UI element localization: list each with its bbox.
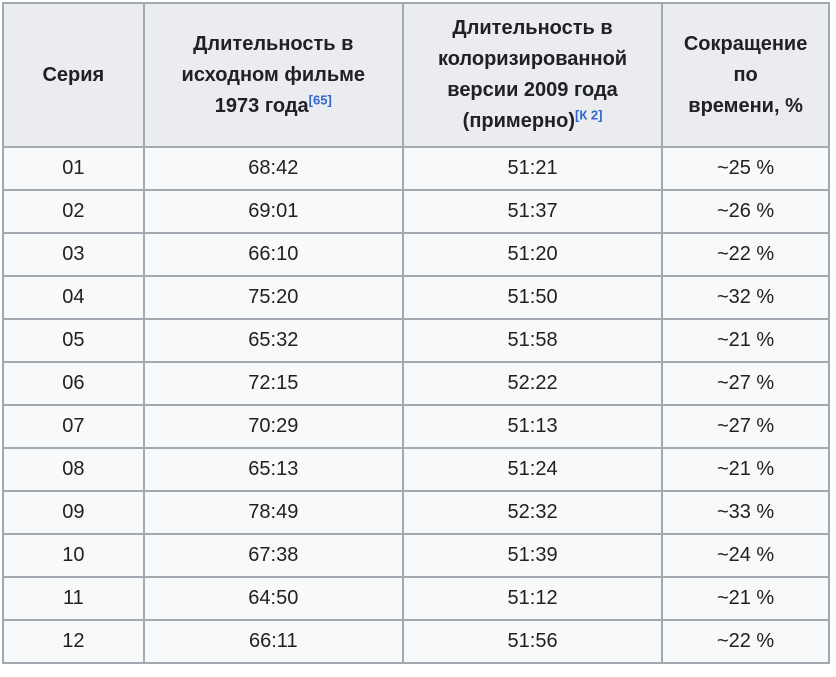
cell-series: 02: [2, 189, 145, 234]
table-row: 03 66:10 51:20 ~22 %: [2, 232, 830, 277]
cell-colorized-duration: 52:22: [401, 361, 664, 406]
cell-time-reduction: ~27 %: [661, 361, 830, 406]
footnote-ref-65-link[interactable]: [65]: [308, 91, 332, 107]
cell-time-reduction: ~24 %: [661, 533, 830, 578]
cell-original-duration: 78:49: [142, 490, 404, 535]
header-line: (примерно)[К 2]: [410, 106, 655, 137]
episodes-duration-table: Серия Длительность в исходном фильме 197…: [2, 2, 830, 664]
table-row: 09 78:49 52:32 ~33 %: [2, 490, 830, 535]
cell-colorized-duration: 51:24: [401, 447, 664, 492]
cell-original-duration: 64:50: [142, 576, 404, 621]
cell-series: 06: [2, 361, 145, 406]
table-row: 10 67:38 51:39 ~24 %: [2, 533, 830, 578]
cell-colorized-duration: 51:20: [401, 232, 664, 277]
cell-series: 10: [2, 533, 145, 578]
header-line: Сокращение: [683, 32, 808, 55]
table-row: 08 65:13 51:24 ~21 %: [2, 447, 830, 492]
cell-series: 12: [2, 619, 145, 664]
table-row: 11 64:50 51:12 ~21 %: [2, 576, 830, 621]
cell-series: 04: [2, 275, 145, 320]
cell-time-reduction: ~21 %: [661, 576, 830, 621]
cell-original-duration: 66:11: [142, 619, 404, 664]
cell-time-reduction: ~32 %: [661, 275, 830, 320]
header-line: по: [733, 63, 758, 86]
cell-colorized-duration: 51:58: [401, 318, 664, 363]
header-line: Длительность в: [193, 32, 354, 55]
table-row: 06 72:15 52:22 ~27 %: [2, 361, 830, 406]
header-line: версии 2009 года: [447, 79, 618, 101]
cell-original-duration: 67:38: [142, 533, 404, 578]
cell-series: 11: [2, 576, 145, 621]
column-header-series: Серия: [2, 2, 145, 148]
cell-series: 03: [2, 232, 145, 277]
table-row: 12 66:11 51:56 ~22 %: [2, 619, 830, 664]
cell-series: 09: [2, 490, 145, 535]
header-line-text: 1973 года: [214, 94, 309, 117]
cell-original-duration: 68:42: [142, 146, 404, 191]
cell-series: 01: [2, 146, 145, 191]
cell-time-reduction: ~26 %: [661, 189, 830, 234]
cell-colorized-duration: 51:56: [401, 619, 664, 664]
cell-colorized-duration: 51:39: [401, 533, 664, 578]
cell-colorized-duration: 51:21: [401, 146, 664, 191]
cell-time-reduction: ~33 %: [661, 490, 830, 535]
cell-time-reduction: ~27 %: [661, 404, 830, 449]
column-header-colorized-duration: Длительность в колоризированной версии 2…: [401, 2, 664, 148]
column-header-original-duration: Длительность в исходном фильме 1973 года…: [142, 2, 404, 148]
cell-original-duration: 65:32: [142, 318, 404, 363]
table-row: 05 65:32 51:58 ~21 %: [2, 318, 830, 363]
header-line: времени, %: [688, 94, 803, 117]
cell-original-duration: 75:20: [142, 275, 404, 320]
cell-original-duration: 69:01: [142, 189, 404, 234]
cell-time-reduction: ~21 %: [661, 447, 830, 492]
cell-original-duration: 70:29: [142, 404, 404, 449]
cell-colorized-duration: 51:12: [401, 576, 664, 621]
table-row: 04 75:20 51:50 ~32 %: [2, 275, 830, 320]
header-line-text: (примерно): [462, 110, 575, 132]
table-row: 02 69:01 51:37 ~26 %: [2, 189, 830, 234]
cell-time-reduction: ~21 %: [661, 318, 830, 363]
header-line: колоризированной: [437, 48, 628, 70]
cell-colorized-duration: 51:50: [401, 275, 664, 320]
column-header-time-reduction: Сокращение по времени, %: [661, 2, 830, 148]
cell-original-duration: 66:10: [142, 232, 404, 277]
table-body: 01 68:42 51:21 ~25 % 02 69:01 51:37 ~26 …: [2, 146, 830, 664]
cell-series: 05: [2, 318, 145, 363]
table-row: 01 68:42 51:21 ~25 %: [2, 146, 830, 191]
header-line: исходном фильме: [181, 63, 366, 86]
table-row: 07 70:29 51:13 ~27 %: [2, 404, 830, 449]
cell-colorized-duration: 51:13: [401, 404, 664, 449]
cell-original-duration: 65:13: [142, 447, 404, 492]
header-line: 1973 года[65]: [151, 91, 396, 122]
cell-original-duration: 72:15: [142, 361, 404, 406]
cell-series: 07: [2, 404, 145, 449]
column-header-series-label: Серия: [42, 63, 105, 86]
footnote-ref-k2-link[interactable]: [К 2]: [575, 107, 603, 123]
cell-colorized-duration: 52:32: [401, 490, 664, 535]
header-line: Длительность в: [452, 17, 613, 39]
cell-time-reduction: ~22 %: [661, 232, 830, 277]
header-row: Серия Длительность в исходном фильме 197…: [2, 2, 830, 148]
cell-time-reduction: ~22 %: [661, 619, 830, 664]
cell-time-reduction: ~25 %: [661, 146, 830, 191]
cell-series: 08: [2, 447, 145, 492]
cell-colorized-duration: 51:37: [401, 189, 664, 234]
table-header: Серия Длительность в исходном фильме 197…: [2, 2, 830, 148]
